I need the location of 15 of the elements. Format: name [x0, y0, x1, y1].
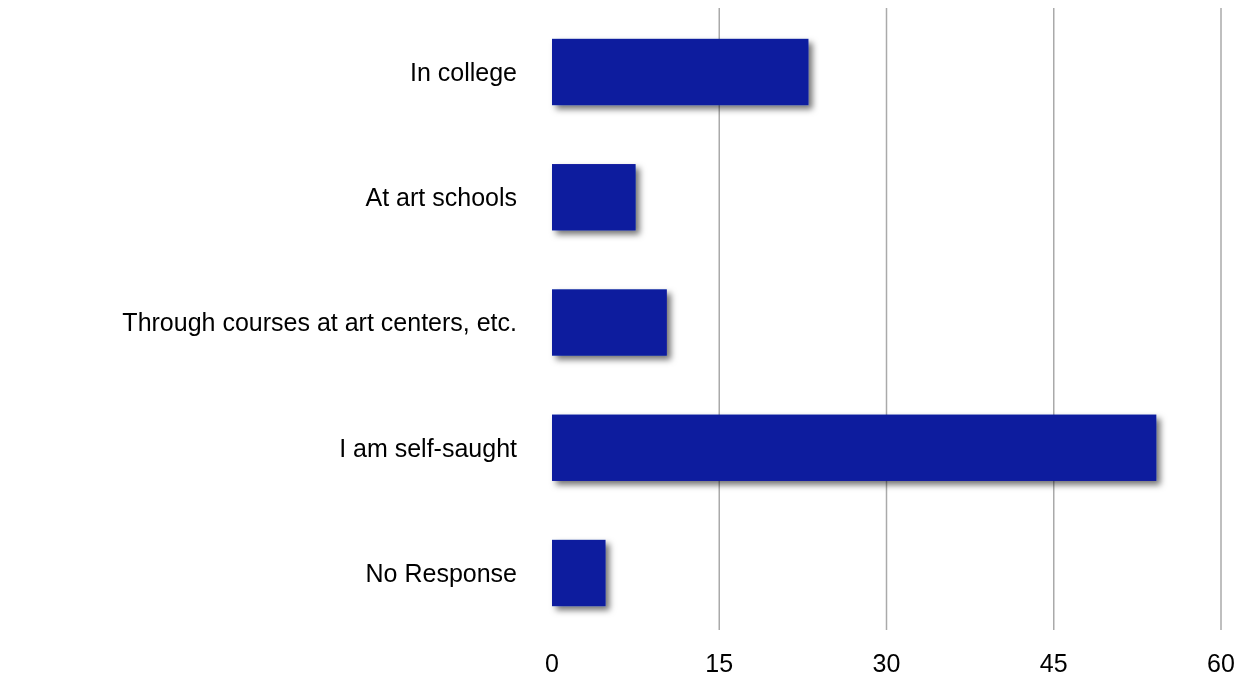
bar: [552, 414, 1157, 481]
bar: [552, 289, 667, 356]
x-tick-label: 45: [1039, 649, 1068, 677]
bar: [552, 164, 636, 231]
bar: [552, 38, 809, 106]
y-tick-label: No Response: [365, 558, 517, 587]
x-tick-label: 15: [705, 649, 734, 677]
y-tick-label: Through courses at art centers, etc.: [122, 308, 517, 337]
x-tick-label: 30: [872, 649, 901, 677]
y-tick-label: In college: [409, 57, 517, 86]
y-tick-label: At art schools: [365, 183, 517, 211]
x-tick-label: 60: [1207, 649, 1235, 677]
y-tick-label: I am self-saught: [339, 433, 518, 462]
bar: [552, 539, 606, 607]
x-tick-label: 0: [545, 649, 559, 677]
